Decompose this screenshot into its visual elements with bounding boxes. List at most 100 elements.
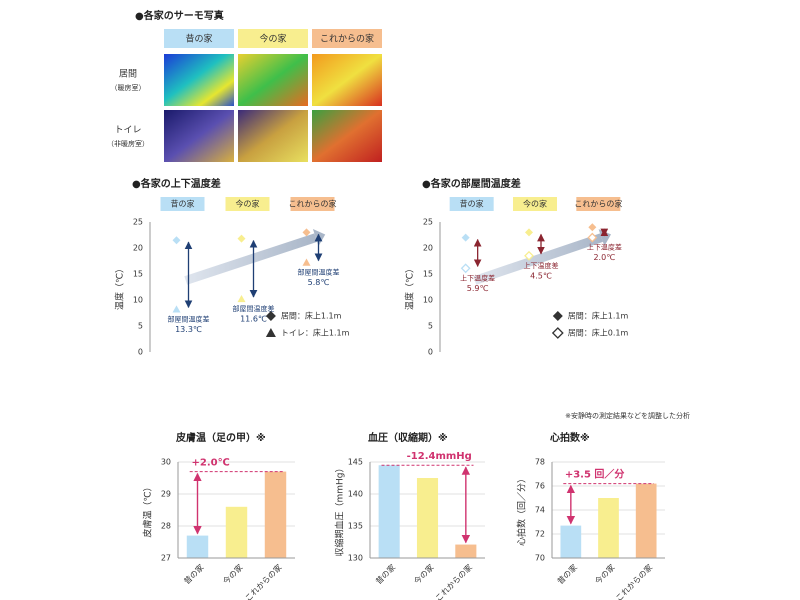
marker <box>237 294 246 303</box>
annotation-label: 部屋間温度差 <box>168 314 210 323</box>
house-label: 今の家 <box>259 33 286 45</box>
bar <box>416 478 439 558</box>
y-tick-label: 0 <box>138 348 143 357</box>
legend-marker <box>265 311 276 321</box>
house-header <box>238 29 308 48</box>
note: ※安静時の測定結果などを調整した分析 <box>565 411 690 420</box>
y-tick-label: 72 <box>535 530 545 539</box>
thermo-photo <box>312 110 382 162</box>
marker <box>524 250 534 261</box>
y-tick-label: 15 <box>133 270 143 279</box>
y-tick-label: 28 <box>161 522 171 531</box>
y-tick-label: 20 <box>423 244 433 253</box>
marker <box>302 258 311 266</box>
bar <box>378 465 400 558</box>
category-label: 今の家 <box>523 199 547 209</box>
annotation-label: 上下温度差 <box>460 273 495 282</box>
y-tick-label: 0 <box>428 348 433 357</box>
annotation-value: 2.0℃ <box>593 253 615 262</box>
y-tick-label: 140 <box>348 490 363 499</box>
thermo-section: ●各家のサーモ写真 昔の家 今の家 これからの家 居間 （暖房室） トイレ （非… <box>107 9 382 162</box>
y-tick-label: 20 <box>133 244 143 253</box>
annotation-label: 上下温度差 <box>524 261 559 270</box>
y-tick-label: 27 <box>161 554 171 563</box>
marker <box>587 232 598 243</box>
bar <box>635 483 657 558</box>
annotation-value: 13.3℃ <box>175 325 202 334</box>
chart-title: 皮膚温（足の甲）※ <box>175 431 266 444</box>
house-header <box>164 29 234 48</box>
marker <box>302 228 311 237</box>
legend-marker <box>551 327 564 339</box>
y-axis-label: 温度（℃） <box>114 264 126 310</box>
trend-arrow <box>473 233 603 285</box>
y-axis-label: 収縮期血圧（mmHg） <box>334 463 346 556</box>
y-tick-label: 78 <box>535 458 545 467</box>
y-tick-label: 5 <box>428 322 433 331</box>
house-header <box>312 29 382 48</box>
bar <box>186 535 209 558</box>
category-header <box>513 197 557 211</box>
annotation: +3.5 回／分 <box>565 468 625 481</box>
marker <box>172 305 181 313</box>
y-tick-label: 10 <box>423 296 433 305</box>
thermo-photo <box>238 110 308 162</box>
category-header <box>290 197 335 211</box>
annotation-label: 部屋間温度差 <box>233 304 275 313</box>
y-axis-label: 温度（℃） <box>404 264 416 310</box>
y-tick-label: 30 <box>161 458 171 467</box>
row-sublabel: （非暖房室） <box>107 139 149 148</box>
row-sublabel: （暖房室） <box>111 83 146 92</box>
thermo-photo <box>164 54 234 106</box>
annotation-value: 11.6℃ <box>240 314 267 323</box>
marker <box>172 236 181 245</box>
legend-marker <box>552 311 563 321</box>
y-tick-label: 29 <box>161 490 171 499</box>
marker <box>588 223 597 232</box>
row-label: 居間 <box>119 69 137 80</box>
legend-label: 居間：床上1.1m <box>281 311 342 321</box>
chart-title: 血圧（収縮期）※ <box>368 431 448 444</box>
y-tick-label: 15 <box>423 270 433 279</box>
legend-label: 居間：床上1.1m <box>568 311 629 321</box>
y-tick-label: 130 <box>348 554 363 563</box>
y-tick-label: 145 <box>348 458 363 467</box>
marker <box>525 228 533 237</box>
row-label: トイレ <box>114 126 141 136</box>
category-label: 今の家 <box>236 199 260 209</box>
annotation-value: 5.8℃ <box>308 278 330 287</box>
bar <box>264 471 287 558</box>
chart-title: 心拍数※ <box>550 431 590 444</box>
y-tick-label: 76 <box>535 482 545 491</box>
category-label: 昔の家 <box>460 199 484 209</box>
y-tick-label: 25 <box>133 218 143 227</box>
marker <box>460 263 471 274</box>
category-header <box>449 197 494 211</box>
y-tick-label: 135 <box>348 522 363 531</box>
y-tick-label: 70 <box>535 554 545 563</box>
category-label: これからの家 <box>574 199 622 209</box>
category-label: 昔の家 <box>171 199 195 209</box>
category-header <box>576 197 621 211</box>
bar <box>598 498 619 558</box>
legend-label: 居間：床上0.1m <box>568 328 629 338</box>
thermo-photo <box>164 110 234 162</box>
house-label: これからの家 <box>320 33 374 45</box>
annotation-label: 上下温度差 <box>587 243 622 252</box>
category-header <box>225 197 270 211</box>
bar <box>455 544 477 558</box>
section-title: ●各家のサーモ写真 <box>135 9 224 22</box>
legend-marker <box>265 328 276 337</box>
category-label: これからの家 <box>289 199 337 209</box>
y-tick-label: 5 <box>138 322 143 331</box>
y-tick-label: 25 <box>423 218 433 227</box>
annotation-label: 部屋間温度差 <box>298 268 340 277</box>
annotation-value: 4.5℃ <box>530 271 552 280</box>
annotation: -12.4mmHg <box>407 451 472 462</box>
chart-title: ●各家の上下温度差 <box>132 177 221 190</box>
bar <box>560 525 582 558</box>
annotation-value: 5.9℃ <box>467 284 489 293</box>
thermo-photo <box>312 54 382 106</box>
